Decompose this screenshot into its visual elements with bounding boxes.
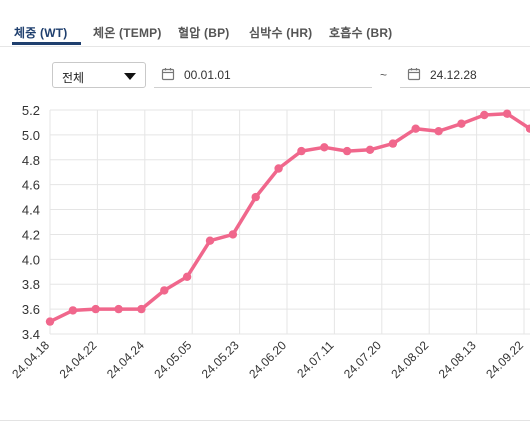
x-axis-ticks: 24.04.18 24.04.22 24.04.24 24.05.05 24.05.23…	[9, 338, 526, 381]
data-point	[114, 304, 123, 314]
x-tick-label: 24.06.20	[246, 338, 289, 381]
tab-blood-pressure[interactable]: 혈압 (BP)	[178, 26, 230, 40]
x-tick-label: 24.08.02	[388, 338, 431, 381]
y-tick-label: 5.0	[22, 128, 40, 143]
data-point	[251, 192, 260, 202]
chevron-down-icon	[124, 73, 136, 80]
tab-heart-rate[interactable]: 심박수 (HR)	[249, 26, 313, 40]
data-point	[45, 317, 55, 326]
weight-series-line	[48, 111, 530, 324]
x-tick-label: 24.04.22	[57, 338, 100, 381]
x-tick-label: 24.09.22	[483, 338, 526, 381]
active-tab-indicator	[12, 42, 81, 45]
period-select[interactable]: 전체	[52, 62, 146, 88]
data-point	[411, 124, 420, 133]
date-range-separator: ~	[380, 68, 388, 82]
x-tick-label: 24.07.20	[341, 338, 384, 381]
data-point	[182, 272, 192, 281]
data-point	[320, 143, 329, 152]
date-from-field[interactable]: 00.01.01	[154, 62, 372, 88]
data-point	[91, 304, 100, 314]
y-tick-label: 4.6	[22, 178, 40, 193]
chart-grid	[49, 109, 530, 335]
data-point	[68, 306, 78, 315]
y-tick-label: 3.6	[22, 302, 40, 317]
data-point	[457, 119, 466, 128]
data-point	[342, 146, 352, 156]
y-tick-label: 4.8	[22, 153, 40, 168]
bottom-divider	[0, 420, 530, 421]
data-point	[228, 230, 238, 239]
y-tick-label: 3.8	[22, 277, 40, 292]
data-point	[434, 127, 443, 136]
vitals-tab-bar: 체중 (WT) 체온 (TEMP) 혈압 (BP) 심박수 (HR) 호흡수 (…	[0, 0, 530, 47]
date-from-value: 00.01.01	[184, 68, 231, 82]
tab-breathing-rate[interactable]: 호흡수 (BR)	[329, 26, 393, 40]
y-tick-label: 5.2	[22, 103, 40, 118]
data-point	[297, 146, 306, 156]
x-tick-label: 24.08.13	[436, 338, 479, 381]
x-tick-label: 24.07.11	[294, 338, 337, 381]
data-point	[525, 124, 530, 133]
x-tick-label: 24.05.05	[151, 338, 194, 381]
x-tick-label: 24.05.23	[199, 338, 242, 381]
data-point	[274, 164, 283, 173]
weight-series	[45, 109, 530, 326]
filter-row: 전체 00.01.01 ~ 24.12.28	[0, 58, 530, 94]
x-tick-label: 24.04.18	[9, 338, 52, 381]
tab-weight[interactable]: 체중 (WT)	[14, 26, 68, 40]
y-tick-label: 4.0	[22, 252, 40, 267]
calendar-icon	[407, 68, 421, 81]
tab-temperature[interactable]: 체온 (TEMP)	[93, 26, 162, 40]
x-tick-label: 24.04.24	[104, 338, 147, 381]
data-point	[205, 236, 215, 245]
date-to-value: 24.12.28	[430, 68, 477, 82]
data-point	[365, 145, 375, 154]
data-point	[502, 109, 512, 118]
y-axis-ticks: 5.2 5.0 4.8 4.6 4.4 4.2 4.0 3.8 3.6 3.4	[22, 103, 40, 342]
date-to-field[interactable]: 24.12.28	[400, 62, 530, 88]
weight-line-chart: 5.25.04.84.64.44.24.03.83.63.4 24.04.18 2…	[9, 103, 530, 381]
y-tick-label: 4.4	[22, 203, 40, 218]
period-select-value: 전체	[62, 71, 85, 85]
data-point	[137, 304, 146, 314]
data-point	[480, 110, 489, 120]
calendar-icon	[161, 68, 175, 81]
y-tick-label: 3.4	[22, 327, 40, 342]
data-point	[388, 139, 398, 148]
y-tick-label: 4.2	[22, 227, 40, 242]
data-point	[160, 286, 169, 295]
